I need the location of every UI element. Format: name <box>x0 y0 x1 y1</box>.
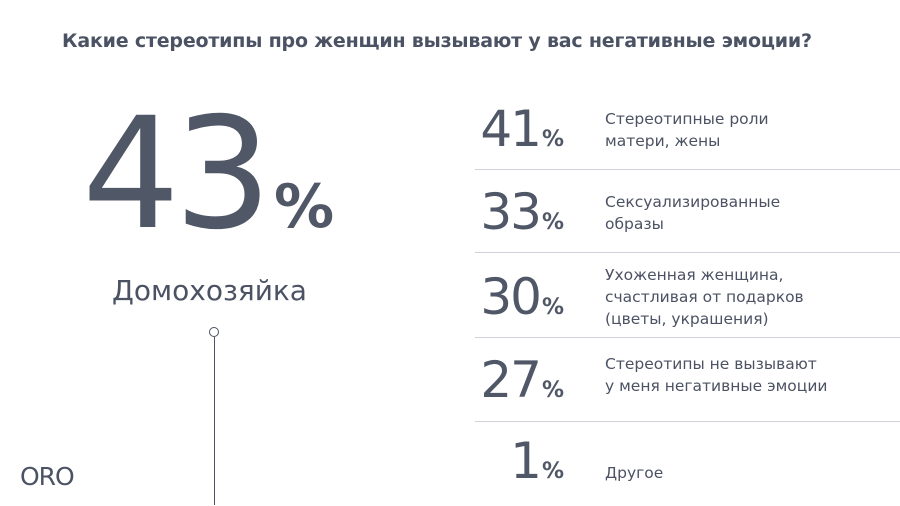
highlight-label: Домохозяйка <box>112 274 307 307</box>
stat-number: 30 <box>480 268 542 326</box>
stat-value: 30 % <box>480 272 564 322</box>
stat-row: 30 % Ухоженная женщина, счастливая от по… <box>475 264 900 334</box>
highlight-percent-sign: % <box>273 172 335 242</box>
stat-label: Сексуализированные образы <box>605 191 780 235</box>
stat-label-line: матери, жены <box>605 132 721 150</box>
row-divider <box>475 421 900 422</box>
stat-percent-sign: % <box>541 378 564 403</box>
oro-logo: ORO <box>20 462 75 491</box>
stat-label-line: Ухоженная женщина, <box>605 266 784 284</box>
stat-value: 1 % <box>510 436 564 486</box>
stat-number: 27 <box>480 351 542 409</box>
stat-label: Стереотипы не вызывают у меня негативные… <box>605 353 827 397</box>
stat-label-line: Другое <box>605 464 664 482</box>
stat-number: 1 <box>510 432 542 490</box>
stat-label-line: Сексуализированные <box>605 193 781 211</box>
stat-label-line: у меня негативные эмоции <box>605 377 828 395</box>
stat-row: 27 % Стереотипы не вызывают у меня негат… <box>475 351 900 411</box>
stat-percent-sign: % <box>541 459 564 484</box>
stat-row: 41 % Стереотипные роли матери, жены <box>475 100 900 160</box>
stat-label-line: Стереотипные роли <box>605 110 769 128</box>
pin-marker-icon <box>209 327 219 337</box>
highlight-stat: 43 % <box>82 98 334 252</box>
stat-row: 33 % Сексуализированные образы <box>475 183 900 243</box>
stat-percent-sign: % <box>541 295 564 320</box>
highlight-value: 43 <box>82 85 272 264</box>
row-divider <box>475 337 900 338</box>
stat-label: Другое <box>605 462 663 484</box>
stat-percent-sign: % <box>541 210 564 235</box>
stat-value: 33 % <box>480 187 564 237</box>
stat-label: Ухоженная женщина, счастливая от подарко… <box>605 264 804 330</box>
stat-value: 41 % <box>480 104 564 154</box>
stat-number: 33 <box>480 183 542 241</box>
row-divider <box>475 169 900 170</box>
pin-line <box>213 337 215 505</box>
row-divider <box>475 252 900 253</box>
stat-label-line: Стереотипы не вызывают <box>605 355 817 373</box>
stat-number: 41 <box>480 100 542 158</box>
stat-label-line: счастливая от подарков <box>605 288 804 306</box>
stat-label: Стереотипные роли матери, жены <box>605 108 769 152</box>
stat-value: 27 % <box>480 355 564 405</box>
stat-row: 1 % Другое <box>475 436 900 496</box>
page-title: Какие стереотипы про женщин вызывают у в… <box>62 30 812 52</box>
stat-label-line: (цветы, украшения) <box>605 310 769 328</box>
stat-label-line: образы <box>605 215 664 233</box>
stat-percent-sign: % <box>541 127 564 152</box>
